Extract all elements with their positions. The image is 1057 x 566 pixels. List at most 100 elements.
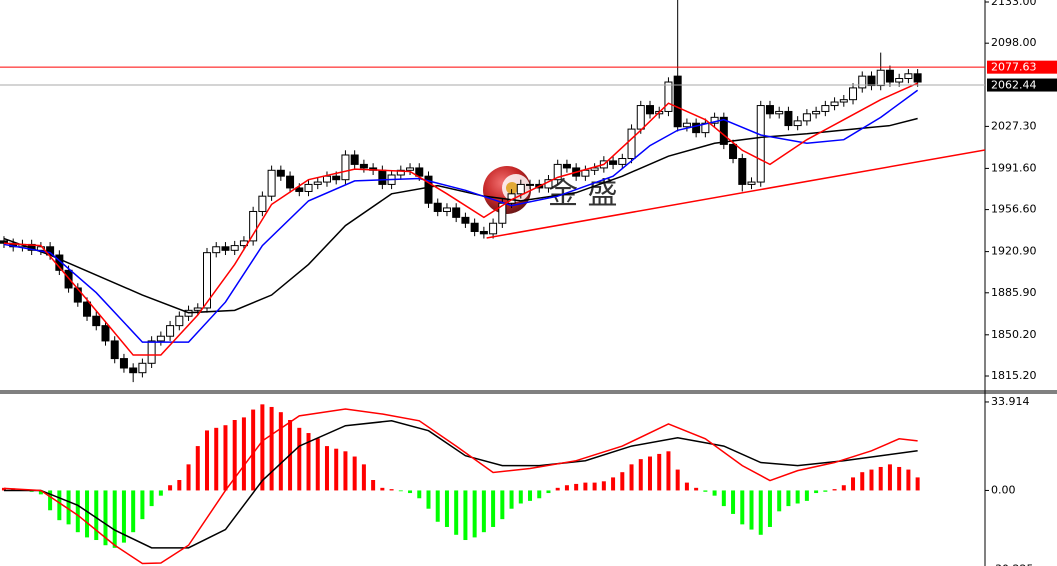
candle-body bbox=[516, 183, 525, 195]
y-tick-label: 1991.60 bbox=[991, 161, 1037, 174]
histogram-bar bbox=[75, 490, 80, 533]
candle-body bbox=[858, 75, 867, 89]
candle-body bbox=[747, 181, 756, 185]
histogram-bar bbox=[38, 490, 43, 495]
candle-body bbox=[821, 105, 830, 112]
histogram-bar bbox=[878, 466, 883, 491]
histogram-bar bbox=[832, 489, 837, 491]
candle-body bbox=[73, 287, 82, 303]
histogram-bar bbox=[777, 490, 782, 512]
candle-body bbox=[470, 222, 479, 232]
y-tick-label: 33.914 bbox=[991, 395, 1030, 408]
price-level-box bbox=[987, 60, 1057, 74]
candle-body bbox=[166, 325, 175, 337]
histogram-bar bbox=[694, 487, 699, 491]
candle-body bbox=[295, 187, 304, 192]
histogram-bar bbox=[66, 490, 71, 525]
candle-body bbox=[230, 245, 239, 251]
histogram-bar bbox=[823, 490, 828, 492]
candle-body bbox=[452, 207, 461, 218]
histogram-bar bbox=[887, 464, 892, 491]
histogram-bar bbox=[638, 459, 643, 491]
price-level-box bbox=[987, 78, 1057, 92]
histogram-bar bbox=[158, 490, 163, 496]
histogram-bar bbox=[546, 490, 551, 494]
candle-body bbox=[618, 158, 627, 165]
histogram-bar bbox=[315, 438, 320, 491]
candle-body bbox=[249, 210, 258, 242]
candle-body bbox=[553, 163, 562, 181]
histogram-bar bbox=[214, 427, 219, 491]
candle-body bbox=[692, 122, 701, 134]
candle-body bbox=[526, 183, 535, 186]
y-tick-label: -30.225 bbox=[991, 562, 1033, 566]
candle-body bbox=[729, 143, 738, 160]
histogram-bar bbox=[389, 489, 394, 491]
histogram-bar bbox=[205, 430, 210, 491]
histogram-bar bbox=[574, 483, 579, 491]
histogram-bar bbox=[251, 409, 256, 491]
candle-body bbox=[895, 77, 904, 83]
histogram-bar bbox=[841, 485, 846, 491]
candle-body bbox=[212, 246, 221, 254]
candle-body bbox=[396, 169, 405, 176]
candle-body bbox=[682, 122, 691, 128]
candle-body bbox=[830, 101, 839, 107]
histogram-bar bbox=[103, 490, 108, 546]
price-level-label: 2077.63 bbox=[991, 61, 1037, 74]
candle-body bbox=[193, 307, 202, 311]
histogram-bar bbox=[195, 446, 200, 491]
histogram-bar bbox=[749, 490, 754, 530]
candle-body bbox=[765, 105, 774, 115]
histogram-bar bbox=[177, 480, 182, 491]
candle-body bbox=[286, 175, 295, 189]
histogram-bar bbox=[555, 487, 560, 491]
candle-body bbox=[784, 110, 793, 127]
histogram-bar bbox=[528, 490, 533, 501]
histogram-bar bbox=[647, 456, 652, 491]
candle-body bbox=[313, 181, 322, 185]
histogram-bar bbox=[537, 490, 542, 499]
moving-average bbox=[3, 89, 919, 343]
candle-body bbox=[406, 167, 415, 171]
histogram-bar bbox=[860, 472, 865, 491]
candle-body bbox=[304, 183, 313, 192]
histogram-bar bbox=[675, 469, 680, 491]
histogram-bar bbox=[740, 490, 745, 525]
candle-body bbox=[101, 325, 110, 342]
histogram-bar bbox=[352, 456, 357, 491]
candle-body bbox=[664, 81, 673, 112]
y-tick-label: 2098.00 bbox=[991, 36, 1037, 49]
candle-body bbox=[332, 175, 341, 181]
histogram-bar bbox=[48, 490, 53, 511]
histogram-bar bbox=[131, 490, 136, 533]
candle-body bbox=[627, 128, 636, 160]
histogram-bar bbox=[306, 433, 311, 491]
candle-body bbox=[378, 169, 387, 185]
histogram-bar bbox=[463, 490, 468, 541]
histogram-bar bbox=[85, 490, 90, 538]
histogram-bar bbox=[426, 490, 431, 509]
y-tick-label: 2133.00 bbox=[991, 0, 1037, 8]
histogram-bar bbox=[343, 451, 348, 491]
histogram-bar bbox=[94, 490, 99, 541]
histogram-bar bbox=[869, 469, 874, 491]
candle-body bbox=[839, 99, 848, 103]
y-tick-label: 1920.90 bbox=[991, 245, 1037, 258]
histogram-bar bbox=[232, 420, 237, 491]
macd-line bbox=[3, 420, 918, 549]
candle-body bbox=[581, 169, 590, 177]
candle-body bbox=[719, 116, 728, 145]
trend-line bbox=[486, 149, 985, 239]
macd-panel bbox=[1, 404, 920, 565]
histogram-bar bbox=[186, 464, 191, 491]
candle-body bbox=[322, 175, 331, 183]
price-level-label: 2062.44 bbox=[991, 79, 1037, 92]
moving-average bbox=[3, 82, 918, 356]
histogram-bar bbox=[666, 451, 671, 491]
candle-body bbox=[156, 335, 165, 342]
candle-body bbox=[867, 75, 876, 87]
histogram-bar bbox=[241, 417, 246, 491]
histogram-bar bbox=[712, 490, 717, 496]
